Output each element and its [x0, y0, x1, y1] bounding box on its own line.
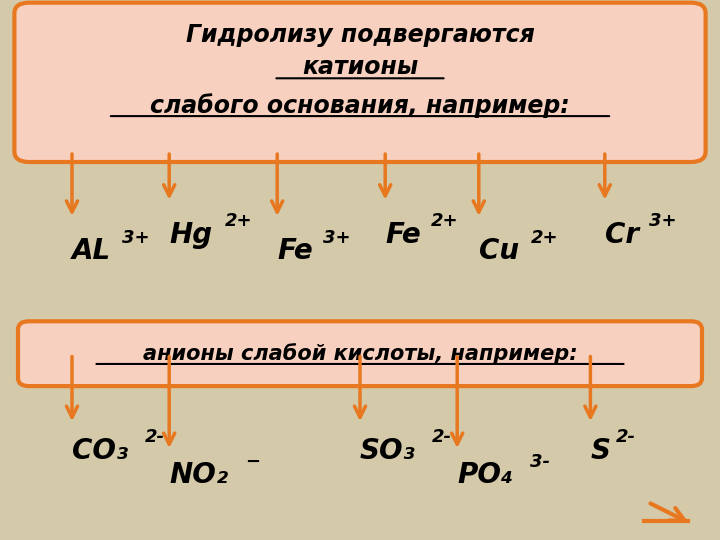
Text: катионы: катионы: [302, 56, 418, 79]
Text: 3+: 3+: [323, 228, 351, 247]
Text: 3+: 3+: [649, 212, 676, 231]
Text: 2-: 2-: [432, 428, 452, 447]
Text: анионы слабой кислоты, например:: анионы слабой кислоты, например:: [143, 343, 577, 364]
Text: Hg: Hg: [169, 221, 212, 249]
Text: 2+: 2+: [531, 228, 558, 247]
Text: 2+: 2+: [431, 212, 459, 231]
Text: Cu: Cu: [479, 237, 519, 265]
Text: Fe: Fe: [385, 221, 421, 249]
FancyBboxPatch shape: [18, 321, 702, 386]
Text: PO₄: PO₄: [457, 461, 513, 489]
Text: Cr: Cr: [605, 221, 639, 249]
Text: Fe: Fe: [277, 237, 313, 265]
Text: слабого основания, например:: слабого основания, например:: [150, 93, 570, 118]
Text: SO₃: SO₃: [360, 437, 415, 465]
FancyBboxPatch shape: [14, 3, 706, 162]
Text: S: S: [590, 437, 611, 465]
Text: 2-: 2-: [145, 428, 164, 447]
Text: AL: AL: [72, 237, 111, 265]
Text: 2-: 2-: [616, 428, 636, 447]
Text: CO₃: CO₃: [72, 437, 128, 465]
Text: Гидролизу подвергаются: Гидролизу подвергаются: [186, 23, 534, 47]
Text: NO₂: NO₂: [169, 461, 228, 489]
Text: 3+: 3+: [122, 228, 150, 247]
Text: 2+: 2+: [225, 212, 253, 231]
Text: −: −: [246, 453, 261, 471]
Text: 3-: 3-: [530, 453, 549, 471]
